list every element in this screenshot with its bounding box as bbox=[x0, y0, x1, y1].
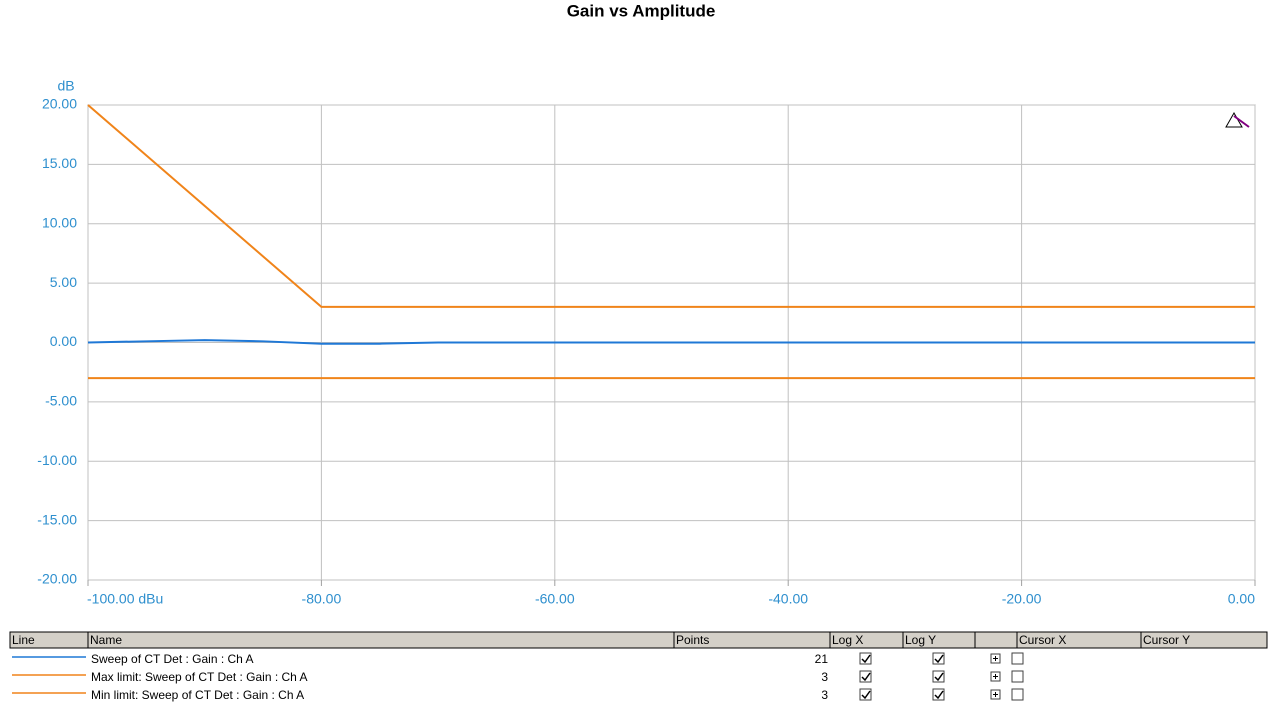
series-line bbox=[87, 104, 1255, 308]
check-mark bbox=[934, 690, 944, 700]
legend-table: Line Name Points Log X Log Y Cursor X Cursor Y… bbox=[9, 631, 1268, 702]
legend-name: Sweep of CT Det : Gain : Ch A bbox=[91, 652, 254, 666]
x-tick-label: -40.00 bbox=[768, 591, 808, 607]
point-count: 3 bbox=[821, 688, 828, 702]
check-mark bbox=[861, 690, 871, 700]
y-tick-label: 0.00 bbox=[50, 333, 77, 349]
corner-icon bbox=[1225, 111, 1250, 128]
checkbox bbox=[932, 688, 945, 701]
x-tick-label: -20.00 bbox=[1002, 591, 1042, 607]
check-mark bbox=[934, 672, 944, 682]
expand-plus bbox=[993, 656, 998, 661]
expand-plus bbox=[993, 674, 998, 679]
checkbox bbox=[1011, 652, 1024, 665]
x-tick-label: 0.00 bbox=[1228, 591, 1255, 607]
y-axis-label: dB bbox=[57, 78, 74, 94]
column-header: Log X bbox=[832, 633, 863, 647]
chart-title: Gain vs Amplitude bbox=[567, 1, 716, 20]
y-tick-label: -5.00 bbox=[45, 393, 77, 409]
checkbox bbox=[1011, 688, 1024, 701]
check-mark bbox=[861, 672, 871, 682]
checkbox bbox=[859, 652, 872, 665]
check-mark bbox=[861, 654, 871, 664]
y-tick-label: -20.00 bbox=[37, 571, 77, 587]
point-count: 3 bbox=[821, 670, 828, 684]
x-tick-label: -80.00 bbox=[302, 591, 342, 607]
y-tick-label: 10.00 bbox=[42, 214, 77, 230]
checkbox bbox=[1011, 670, 1024, 683]
table-header bbox=[9, 631, 1268, 649]
checkbox bbox=[859, 670, 872, 683]
column-header: Log Y bbox=[905, 633, 936, 647]
point-count: 21 bbox=[815, 652, 829, 666]
checkbox bbox=[932, 652, 945, 665]
column-header: Name bbox=[90, 633, 122, 647]
column-header: Cursor X bbox=[1019, 633, 1066, 647]
legend-name: Min limit: Sweep of CT Det : Gain : Ch A bbox=[91, 688, 304, 702]
x-tick-label: -60.00 bbox=[535, 591, 575, 607]
series-line bbox=[87, 339, 1255, 345]
y-tick-label: -10.00 bbox=[37, 452, 77, 468]
y-tick-label: 20.00 bbox=[42, 96, 77, 112]
column-header: Cursor Y bbox=[1143, 633, 1190, 647]
y-tick-label: 15.00 bbox=[42, 155, 77, 171]
expand-plus bbox=[993, 692, 998, 697]
check-mark bbox=[934, 654, 944, 664]
y-tick-label: 5.00 bbox=[50, 274, 77, 290]
legend-name: Max limit: Sweep of CT Det : Gain : Ch A bbox=[91, 670, 308, 684]
checkbox bbox=[859, 688, 872, 701]
checkbox bbox=[932, 670, 945, 683]
plot-area bbox=[87, 104, 1256, 586]
x-tick-label: -100.00 dBu bbox=[87, 591, 163, 607]
column-header: Line bbox=[12, 633, 35, 647]
y-tick-label: -15.00 bbox=[37, 511, 77, 527]
column-header: Points bbox=[676, 633, 709, 647]
